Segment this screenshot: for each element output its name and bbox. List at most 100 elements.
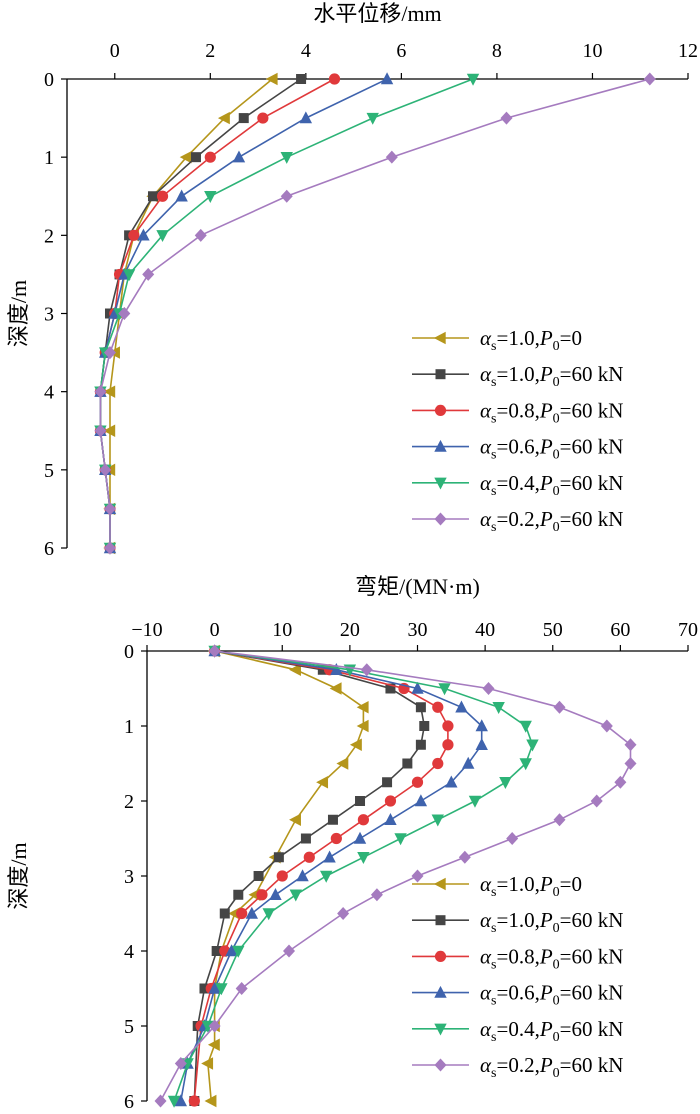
x-tick-label: 10 — [272, 619, 292, 641]
data-point — [482, 682, 495, 695]
data-point — [475, 738, 488, 750]
data-point — [118, 307, 131, 320]
series-line — [99, 78, 335, 548]
data-point — [330, 832, 342, 845]
legend-label: αs=0.6,P0=60 kN — [480, 435, 623, 463]
data-point — [103, 502, 116, 516]
data-point — [280, 189, 293, 203]
data-point — [257, 112, 269, 124]
data-point — [273, 852, 284, 863]
data-point — [370, 888, 383, 902]
data-point — [174, 1057, 187, 1070]
data-point — [199, 983, 210, 994]
series-6 — [94, 72, 656, 555]
data-point — [329, 682, 342, 695]
data-point — [414, 794, 428, 807]
data-point — [167, 1095, 181, 1108]
chart-title: 水平位移/mm — [313, 1, 441, 26]
legend-marker — [434, 1023, 447, 1036]
y-tick-label: 1 — [44, 147, 54, 169]
data-point — [232, 150, 246, 163]
data-point — [327, 814, 338, 825]
data-point — [385, 150, 398, 164]
x-tick-label: 0 — [110, 40, 120, 62]
data-point — [614, 775, 627, 789]
data-point — [349, 738, 362, 751]
data-point — [103, 541, 116, 555]
data-point — [415, 739, 426, 750]
x-tick-label: 10 — [582, 40, 602, 62]
data-point — [283, 944, 296, 958]
data-point — [357, 852, 370, 864]
data-point — [236, 907, 248, 920]
data-point — [211, 946, 222, 956]
data-point — [360, 663, 373, 677]
data-point — [492, 702, 505, 714]
data-point — [296, 74, 307, 84]
data-point — [103, 346, 116, 360]
data-point — [442, 720, 454, 732]
data-point — [320, 870, 333, 883]
data-point — [225, 944, 238, 957]
data-point — [208, 981, 221, 994]
y-axis-label: 深度/m — [6, 280, 31, 347]
legend-marker — [434, 477, 447, 490]
data-point — [208, 1019, 221, 1033]
data-point — [337, 907, 350, 920]
data-point — [128, 229, 140, 241]
x-tick-label: 40 — [475, 619, 495, 641]
data-point — [458, 850, 471, 864]
data-point — [600, 719, 613, 733]
data-point — [411, 681, 424, 694]
series-2 — [189, 646, 430, 1106]
data-point — [204, 191, 217, 203]
data-point — [175, 189, 188, 202]
data-point — [462, 756, 475, 769]
data-point — [238, 113, 249, 124]
y-tick-label: 3 — [44, 304, 54, 326]
data-point — [438, 683, 451, 696]
data-point — [280, 151, 293, 164]
y-tick-label: 6 — [44, 538, 54, 560]
legend: αs=1.0,P0=0 αs=1.0,P0=60 kN αs=0.8,P0=60 k… — [412, 326, 623, 535]
data-point — [276, 870, 288, 882]
y-tick-label: 2 — [124, 791, 134, 813]
legend-marker — [434, 985, 447, 998]
data-point — [217, 111, 230, 125]
data-point — [142, 267, 155, 281]
data-point — [590, 794, 603, 808]
data-point — [475, 719, 488, 732]
series-3 — [94, 73, 341, 554]
data-point — [506, 832, 519, 845]
data-point — [235, 982, 248, 995]
data-point — [253, 871, 264, 881]
x-tick-label: 50 — [543, 619, 563, 641]
data-point — [624, 757, 637, 770]
series-4 — [94, 72, 394, 554]
legend-label: αs=0.2,P0=60 kN — [480, 1053, 623, 1081]
data-point — [103, 424, 116, 437]
data-point — [445, 775, 458, 788]
data-point — [208, 644, 221, 658]
data-point — [296, 869, 309, 882]
y-tick-label: 6 — [124, 1091, 134, 1109]
series-line — [99, 78, 302, 548]
data-point — [300, 833, 311, 844]
data-point — [179, 150, 192, 164]
data-point — [432, 757, 444, 770]
legend-label: αs=1.0,P0=0 — [480, 326, 582, 354]
data-point — [207, 1038, 220, 1051]
y-tick-label: 5 — [124, 1016, 134, 1038]
data-point — [455, 700, 468, 713]
data-point — [269, 888, 282, 900]
data-point — [215, 983, 228, 996]
x-tick-label: 6 — [396, 40, 406, 62]
x-tick-label: 20 — [340, 619, 360, 641]
data-point — [553, 813, 566, 827]
data-point — [233, 889, 244, 900]
legend-label: αs=1.0,P0=60 kN — [480, 362, 623, 390]
data-point — [380, 72, 394, 85]
chart-title: 弯矩/(MN·m) — [355, 574, 480, 599]
data-point — [156, 190, 169, 202]
